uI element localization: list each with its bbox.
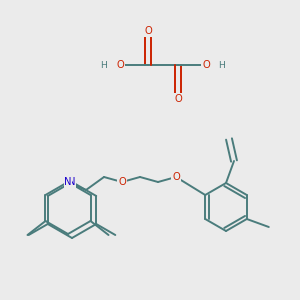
Text: N: N [68, 177, 76, 187]
Text: O: O [144, 26, 152, 36]
Text: O: O [202, 60, 210, 70]
Text: O: O [116, 60, 124, 70]
Text: N: N [64, 177, 72, 187]
Text: O: O [172, 172, 180, 182]
Text: H: H [100, 61, 107, 70]
Text: H: H [219, 61, 225, 70]
Text: O: O [174, 94, 182, 104]
Text: O: O [118, 177, 126, 187]
